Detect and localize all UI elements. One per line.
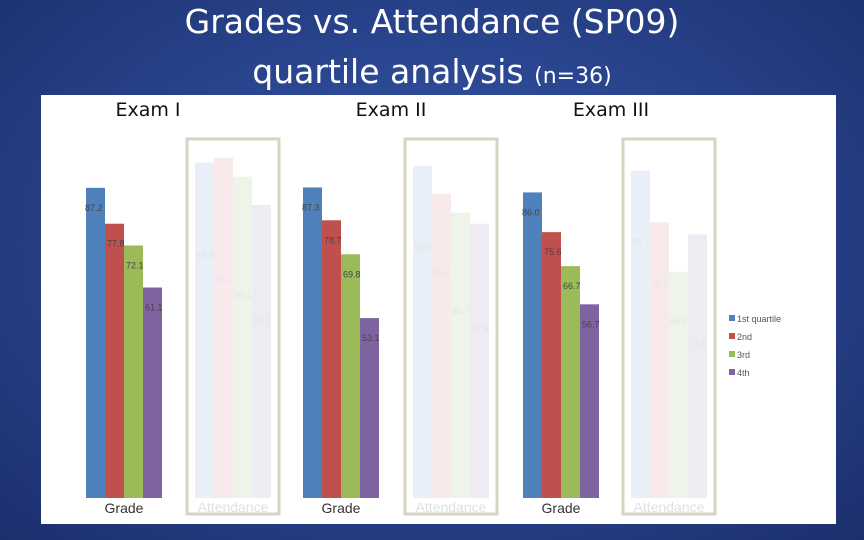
grade-bar (143, 287, 162, 498)
grade-bar-value: 72.1 (126, 260, 144, 270)
attendance-bar (252, 205, 271, 499)
legend-swatch (729, 351, 735, 357)
legend-entry: 2nd (737, 332, 752, 342)
attendance-bar-value: 80.7 (452, 306, 470, 316)
grade-bar-value: 53.1 (362, 333, 380, 343)
legend-swatch (729, 315, 735, 321)
grade-bar-value: 87.3 (302, 202, 320, 212)
legend-entry: 4th (737, 368, 750, 378)
grade-bar (105, 223, 124, 498)
attendance-bar-value: 78.2 (651, 278, 669, 288)
grade-bar (542, 232, 561, 499)
grade-bar-value: 77.8 (107, 239, 125, 249)
attendance-box (403, 137, 499, 516)
grade-bar (86, 187, 105, 499)
grade-bar (303, 187, 322, 498)
grade-bar (322, 220, 341, 498)
title-line-2-main: quartile analysis (252, 52, 524, 91)
attendance-box (621, 137, 717, 516)
attendance-bar-value: 90.1 (234, 290, 252, 300)
grade-bar (580, 304, 599, 498)
attendance-bar (233, 176, 252, 498)
attendance-bar (451, 212, 470, 498)
legend-entry: 3rd (737, 350, 750, 360)
attendance-bar-value: 95.1 (215, 274, 233, 284)
attendance-axis-label: Attendance (416, 499, 487, 515)
grade-bar-value: 69.8 (343, 269, 361, 279)
grade-bar-value: 66.7 (563, 281, 581, 291)
attendance-axis-label: Attendance (198, 499, 269, 515)
attendance-bar-value: 92.9 (414, 243, 432, 253)
grade-bar (360, 318, 379, 498)
attendance-bar (650, 222, 669, 499)
grade-bar (561, 266, 580, 498)
grade-bar (124, 245, 143, 498)
title-sample-size: (n=36) (534, 64, 612, 89)
grade-bar-value: 75.6 (544, 247, 562, 257)
grade-axis-label: Grade (105, 500, 144, 516)
grade-bar-value: 56.7 (582, 319, 600, 329)
legend-swatch (729, 333, 735, 339)
exam-label: Exam II (356, 99, 427, 121)
attendance-bar-value: 75.0 (689, 338, 707, 348)
attendance-axis-label: Attendance (634, 499, 705, 515)
grade-bar (341, 254, 360, 498)
legend-swatch (729, 369, 735, 375)
attendance-bar-value: 82.7 (253, 316, 271, 326)
title-line-2: quartile analysis (n=36) (0, 52, 864, 97)
attendance-bar-value: 65.2 (670, 316, 688, 326)
attendance-bar (669, 271, 688, 498)
attendance-bar-value: 77.8 (471, 324, 489, 334)
exam-label: Exam III (573, 99, 649, 121)
grade-bar-value: 78.7 (324, 235, 342, 245)
attendance-bar-value: 85.7 (433, 268, 451, 278)
title-line-1: Grades vs. Attendance (SP09) (184, 2, 680, 41)
exam-label: Exam I (115, 99, 180, 121)
grade-bar-value: 86.0 (522, 207, 540, 217)
attendance-bar-value: 91.7 (632, 237, 650, 247)
grade-bar-value: 61.1 (145, 303, 163, 313)
grade-bar-value: 87.2 (85, 203, 103, 213)
attendance-bar (470, 223, 489, 498)
grade-axis-label: Grade (542, 500, 581, 516)
grade-axis-label: Grade (322, 500, 361, 516)
attendance-bar (195, 162, 214, 498)
attendance-bar (688, 234, 707, 499)
attendance-box (185, 137, 281, 516)
attendance-bar (631, 170, 650, 498)
grade-bar (523, 192, 542, 498)
attendance-bar (214, 157, 233, 498)
attendance-bar (413, 166, 432, 499)
legend-entry: 1st quartile (737, 314, 781, 324)
attendance-bar (432, 193, 451, 498)
attendance-bar-value: 93.8 (196, 250, 214, 260)
